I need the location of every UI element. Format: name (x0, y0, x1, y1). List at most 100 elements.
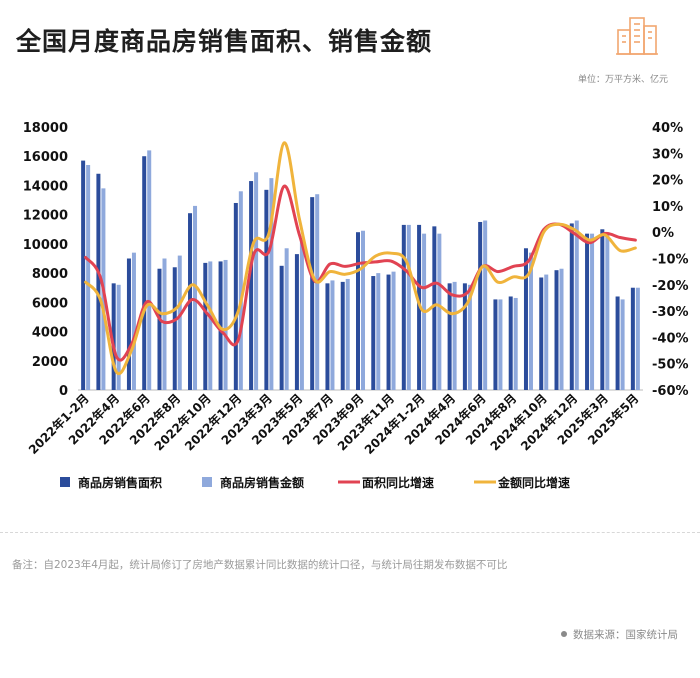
amount-bar (483, 220, 488, 390)
right-tick-label: 30% (652, 147, 683, 162)
amount-bar (635, 287, 640, 390)
amount-bar (116, 284, 121, 390)
area-bar (142, 156, 147, 390)
area-bar (249, 181, 254, 390)
area-bar (371, 276, 376, 390)
source-line: 数据来源：国家统计局 (561, 627, 678, 642)
left-tick-label: 18000 (23, 121, 68, 136)
area-bar (539, 277, 544, 390)
chart-title: 全国月度商品房销售面积、销售金额 (16, 27, 433, 56)
amount-bar (299, 239, 304, 390)
x-axis-ticks: 2022年1-2月2022年4月2022年6月2022年8月2022年10月20… (25, 391, 641, 458)
amount-bar (208, 261, 213, 390)
left-tick-label: 6000 (32, 296, 68, 311)
right-tick-label: 20% (652, 174, 683, 189)
area-bar (523, 248, 528, 390)
area-bar (401, 224, 406, 390)
amount-bar (498, 299, 503, 390)
amount-bar (391, 271, 396, 390)
legend: 商品房销售面积 商品房销售金额 面积同比增速 金额同比增速 (60, 475, 570, 490)
area-bar (81, 160, 86, 390)
area-bar (203, 262, 208, 390)
right-tick-label: -10% (652, 253, 689, 268)
left-tick-label: 16000 (23, 150, 68, 165)
area-bar (126, 258, 131, 390)
area-bar (630, 287, 635, 390)
amount-bar (269, 178, 274, 390)
left-tick-label: 2000 (32, 355, 68, 370)
amount-bar (193, 205, 198, 390)
area-bar (310, 197, 315, 390)
amount-bar (590, 233, 595, 390)
amount-bar (620, 299, 625, 390)
area-bar (569, 223, 574, 390)
amount-bar (559, 268, 564, 390)
left-tick-label: 12000 (23, 209, 68, 224)
unit-label: 单位：万平方米、亿元 (577, 75, 668, 85)
right-tick-label: -50% (652, 358, 689, 373)
area-bar (554, 270, 559, 390)
right-tick-label: -40% (652, 331, 689, 346)
amount-bar (345, 278, 350, 390)
area-bar (386, 274, 391, 390)
area-bar (508, 296, 513, 390)
building-logo-icon (614, 12, 660, 62)
amount-bar (437, 233, 442, 390)
combo-chart: 0 2000 4000 6000 8000 10000 12000 14000 16000 180… (23, 121, 689, 490)
amount-bar (574, 220, 579, 390)
amount-bar (452, 281, 457, 390)
right-tick-label: 0% (652, 226, 674, 241)
left-tick-label: 0 (59, 384, 68, 399)
area-bar (478, 221, 483, 390)
area-bar (111, 283, 116, 390)
right-axis-ticks: 40% 30% 20% 10% 0% -10% -20% -30% -40% -50% -60% (652, 121, 689, 399)
amount-bar (330, 280, 335, 390)
legend-label: 面积同比增速 (362, 475, 434, 490)
amount-bar (131, 252, 136, 390)
left-tick-label: 4000 (32, 326, 68, 341)
footnote: 备注：自2023年4月起，统计局修订了房地产数据累计同比数据的统计口径，与统计局… (12, 559, 508, 571)
area-bar (462, 283, 467, 390)
amount-bar (223, 259, 228, 390)
right-tick-label: -60% (652, 384, 689, 399)
area-bar (356, 232, 360, 390)
right-tick-label: 10% (652, 200, 683, 215)
left-axis-ticks: 0 2000 4000 6000 8000 10000 12000 14000 16000 180… (23, 121, 68, 399)
amount-growth-line (84, 141, 637, 375)
left-tick-label: 8000 (32, 267, 68, 282)
amount-bar (528, 252, 533, 390)
area-growth-line (84, 184, 637, 362)
area-bar (340, 281, 345, 390)
amount-bar (361, 230, 365, 390)
legend-swatch (60, 477, 70, 487)
source-text: 数据来源：国家统计局 (573, 629, 678, 641)
area-bar (294, 254, 299, 390)
line-series (84, 141, 637, 375)
bar-series (81, 150, 640, 390)
area-bar (264, 189, 269, 390)
amount-bar (162, 258, 167, 390)
amount-bar (406, 224, 411, 390)
left-tick-label: 14000 (23, 179, 68, 194)
legend-label: 金额同比增速 (497, 475, 570, 490)
bullet-icon (561, 631, 567, 637)
amount-bar (284, 248, 289, 390)
area-bar (447, 283, 452, 390)
amount-bar (177, 255, 182, 390)
amount-bar (86, 164, 91, 390)
area-bar (325, 283, 330, 390)
legend-label: 商品房销售面积 (78, 475, 162, 490)
amount-bar (376, 273, 381, 390)
area-bar (615, 296, 620, 390)
area-bar (279, 265, 284, 390)
area-bar (432, 226, 437, 390)
right-tick-label: -20% (652, 279, 689, 294)
right-tick-label: 40% (652, 121, 683, 136)
amount-bar (315, 194, 320, 390)
amount-bar (544, 274, 549, 390)
amount-bar (238, 191, 243, 390)
right-tick-label: -30% (652, 305, 689, 320)
amount-bar (605, 232, 610, 390)
area-bar (233, 202, 238, 390)
area-bar (96, 173, 101, 390)
